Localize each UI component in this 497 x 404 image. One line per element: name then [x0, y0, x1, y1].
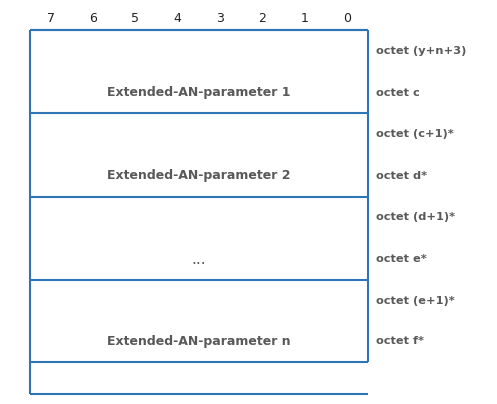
- Text: octet e*: octet e*: [376, 254, 426, 264]
- Text: octet c: octet c: [376, 88, 419, 97]
- Text: 6: 6: [89, 11, 97, 25]
- Text: Extended-AN-parameter 2: Extended-AN-parameter 2: [107, 170, 291, 183]
- Text: octet (e+1)*: octet (e+1)*: [376, 295, 455, 305]
- Text: octet f*: octet f*: [376, 337, 424, 347]
- Text: 1: 1: [301, 11, 308, 25]
- Text: octet d*: octet d*: [376, 171, 427, 181]
- Text: 4: 4: [174, 11, 181, 25]
- Text: octet (y+n+3): octet (y+n+3): [376, 46, 466, 56]
- Text: octet (c+1)*: octet (c+1)*: [376, 129, 454, 139]
- Text: Extended-AN-parameter n: Extended-AN-parameter n: [107, 335, 291, 348]
- Text: 0: 0: [342, 11, 351, 25]
- Text: 7: 7: [47, 11, 55, 25]
- Text: Extended-AN-parameter 1: Extended-AN-parameter 1: [107, 86, 291, 99]
- Text: ...: ...: [191, 252, 206, 267]
- Text: 3: 3: [216, 11, 224, 25]
- Text: 2: 2: [258, 11, 266, 25]
- Text: octet (d+1)*: octet (d+1)*: [376, 213, 455, 223]
- Text: 5: 5: [131, 11, 140, 25]
